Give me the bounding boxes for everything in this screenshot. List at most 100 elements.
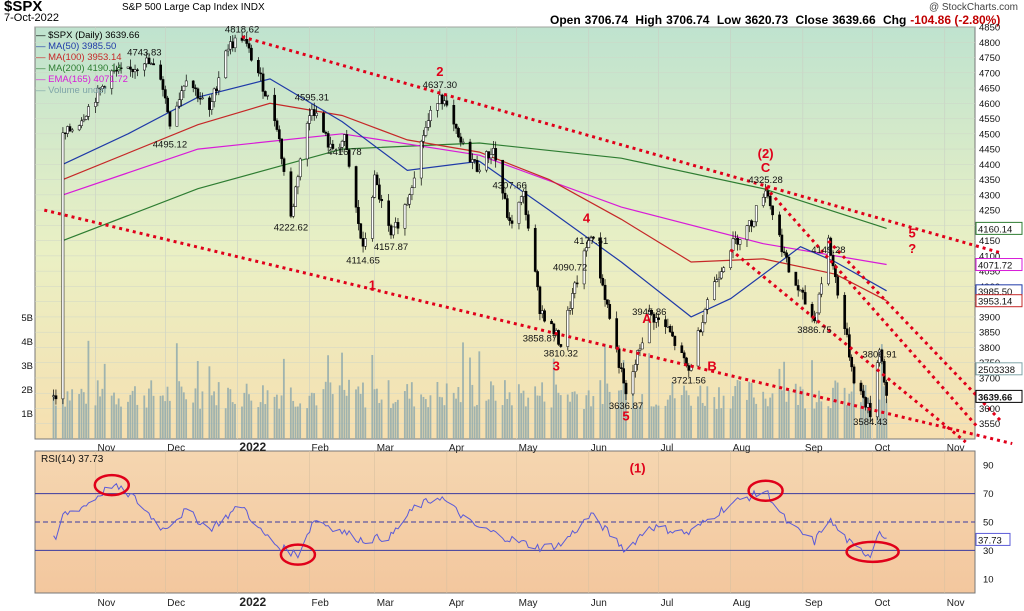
- volume-bar: [501, 405, 504, 439]
- price-annotation: 4743.83: [127, 47, 161, 58]
- chg-value: -104.86 (-2.80%): [910, 13, 1001, 27]
- rsi-highlight-circle: [93, 473, 131, 497]
- candle-body: [778, 214, 781, 236]
- volume-bar: [820, 401, 823, 439]
- candle-body: [608, 304, 612, 319]
- y-tick-label: 4700: [979, 68, 1000, 79]
- price-annotation: 4090.72: [553, 263, 587, 274]
- rsi-x-tick-label: Jun: [591, 598, 607, 609]
- candle-body: [733, 238, 737, 240]
- candle-body: [882, 361, 886, 383]
- volume-bar: [396, 399, 399, 439]
- candle-body: [110, 70, 114, 89]
- volume-bar: [573, 391, 576, 439]
- rsi-tick-label: 30: [983, 546, 994, 557]
- candle-body: [820, 283, 823, 295]
- volume-bar: [192, 402, 195, 439]
- candle-body: [68, 126, 72, 132]
- candle-body: [552, 323, 556, 335]
- candle-body: [117, 67, 121, 72]
- candle-body: [136, 69, 139, 71]
- candle-body: [84, 116, 88, 120]
- candle-body: [273, 94, 277, 121]
- candle-body: [296, 176, 300, 188]
- legend-entry: — EMA(165) 4071.72: [36, 74, 128, 85]
- wave-label: 5: [622, 409, 629, 424]
- rsi-tick-label: 10: [983, 574, 994, 585]
- price-annotation: 4818.62: [225, 25, 259, 36]
- rsi-panel-bg: [34, 450, 976, 594]
- volume-bar: [99, 396, 101, 439]
- candle-body: [538, 286, 542, 315]
- candle-body: [803, 292, 807, 305]
- close-label: Close: [795, 13, 829, 27]
- volume-bar: [429, 395, 432, 439]
- candle-body: [452, 105, 456, 125]
- volume-bar: [150, 380, 153, 439]
- candle-body: [308, 115, 311, 124]
- volume-bar: [862, 388, 865, 439]
- candle-body: [408, 194, 411, 205]
- volume-bar: [701, 402, 704, 439]
- candle-body: [436, 103, 439, 111]
- candle-body: [696, 330, 700, 367]
- volume-bar: [245, 383, 248, 439]
- wave-label: ?: [908, 241, 916, 256]
- volume-bar: [853, 379, 855, 439]
- right-value-label: 4071.72: [975, 258, 1023, 272]
- volume-bar: [178, 381, 181, 439]
- volume-bar: [550, 407, 553, 439]
- candle-body: [182, 85, 186, 91]
- rsi-highlight-circle: [279, 543, 317, 566]
- volume-bar: [599, 380, 602, 439]
- volume-bar: [275, 394, 278, 439]
- volume-bar: [836, 382, 839, 439]
- volume-bar: [880, 344, 883, 439]
- volume-bar: [61, 395, 64, 439]
- candle-body: [640, 342, 644, 350]
- candle-body: [680, 345, 684, 354]
- volume-bar: [713, 397, 716, 439]
- rsi-x-tick-label: Oct: [875, 598, 891, 609]
- trendline: [729, 248, 967, 444]
- candle-body: [394, 222, 397, 228]
- wave-label: 1: [369, 277, 376, 292]
- price-annotation: 3721.56: [672, 375, 706, 386]
- x-tick-label: Apr: [449, 443, 465, 454]
- candle-body: [864, 397, 867, 408]
- rsi-tick-label: 50: [983, 518, 994, 529]
- volume-bar: [634, 408, 637, 439]
- candle-body: [738, 239, 742, 245]
- candle-body: [473, 159, 477, 161]
- y-tick-label: 4600: [979, 99, 1000, 110]
- volume-bar: [289, 387, 292, 439]
- volume-bar: [766, 406, 769, 439]
- volume-bar: [804, 408, 806, 439]
- volume-bar: [438, 396, 441, 439]
- volume-bar: [110, 395, 113, 439]
- right-value-box: [975, 258, 1023, 272]
- volume-bar: [364, 407, 367, 439]
- y-tick-label: 4550: [979, 114, 1000, 125]
- volume-bar: [522, 390, 525, 439]
- volume-bar: [843, 387, 846, 439]
- volume-bar: [638, 407, 641, 439]
- candle-body: [752, 221, 756, 227]
- volume-bar: [490, 381, 492, 439]
- volume-bar: [455, 398, 457, 439]
- candle-body: [519, 196, 523, 203]
- volume-bar: [487, 399, 490, 439]
- volume-bar: [536, 395, 539, 439]
- volume-bar: [736, 380, 739, 439]
- candle-body: [468, 141, 472, 163]
- candle-body: [215, 88, 218, 92]
- y-tick-label: 4350: [979, 175, 1000, 186]
- volume-bar: [650, 406, 653, 439]
- y-tick-label: 4850: [979, 23, 1000, 34]
- candle-body: [445, 100, 449, 106]
- volume-bar: [704, 405, 706, 439]
- candle-body: [231, 41, 235, 49]
- candle-body: [603, 284, 607, 300]
- volume-bar: [78, 394, 81, 439]
- rsi-x-tick-label: Nov: [97, 598, 115, 609]
